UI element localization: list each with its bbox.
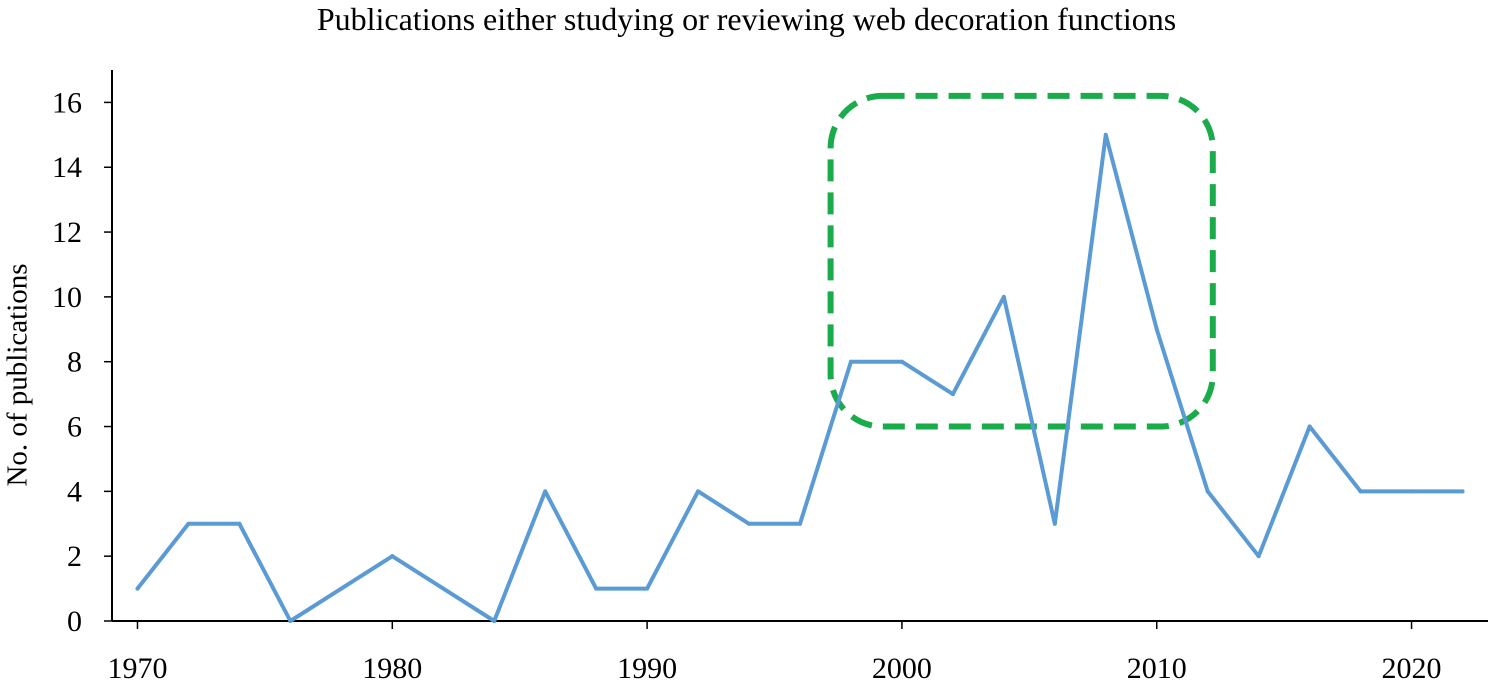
data-point [1358,489,1363,494]
x-tick-label: 1990 [617,652,677,685]
data-point [950,392,955,397]
data-point [339,586,344,591]
data-point [1205,489,1210,494]
data-point [1103,132,1108,137]
data-point [237,521,242,526]
y-tick-label: 2 [67,540,82,573]
data-point [798,521,802,526]
y-tick-label: 10 [52,281,82,314]
chart-title: Publications either studying or reviewin… [316,1,1177,37]
data-point [1307,424,1312,429]
data-point [135,586,140,591]
x-tick-label: 2010 [1127,652,1187,685]
y-tick-label: 6 [67,411,82,444]
data-point [594,586,599,591]
data-point [1460,489,1465,494]
data-point [441,586,446,591]
highlight-box [827,92,1216,430]
y-tick-label: 14 [52,151,82,184]
data-point [390,554,395,559]
data-point [1256,554,1261,559]
y-tick-label: 4 [67,475,82,508]
y-tick-label: 8 [67,346,82,379]
x-tick-label: 2020 [1382,652,1442,685]
data-point [492,619,497,623]
data-point [1154,327,1159,332]
data-point [1409,489,1414,494]
x-tick-label: 2000 [872,652,932,685]
data-point [186,521,191,526]
data-point [848,359,853,364]
y-tick-label: 0 [67,605,82,638]
data-point [1052,521,1057,526]
y-tick-label: 12 [52,216,82,249]
data-point [1001,294,1006,299]
data-point [645,586,650,591]
x-tick-label: 1980 [362,652,422,685]
series-line [135,132,1465,623]
y-tick-label: 16 [52,86,82,119]
data-point [543,489,548,494]
data-point [288,619,293,623]
x-tick-label: 1970 [107,652,167,685]
data-point [696,489,701,494]
data-point [747,521,752,526]
data-point [899,359,904,364]
